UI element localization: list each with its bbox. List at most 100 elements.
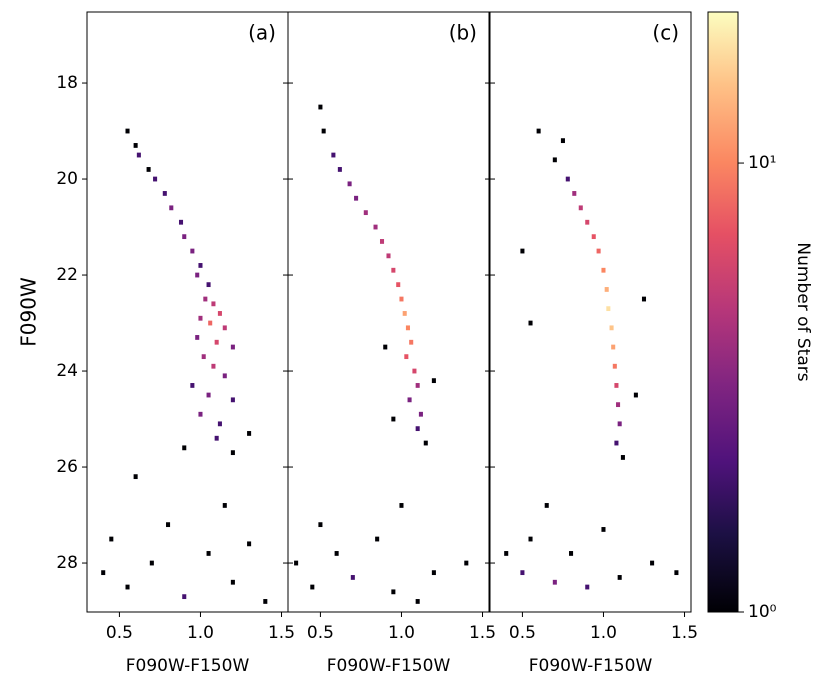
bin [190,383,195,388]
bin [405,325,410,331]
bin [169,205,174,211]
bin [318,522,323,528]
bin [182,445,187,451]
bin [415,599,420,604]
bin [391,416,396,422]
bin [609,325,614,331]
bin [214,435,219,441]
bin [214,339,219,345]
bin [612,363,617,369]
bin [386,253,391,259]
bin [423,440,428,446]
bin [616,402,621,408]
bin [614,440,619,446]
bin [409,339,414,345]
bin [396,282,401,288]
bin [230,344,235,350]
bin [190,248,195,254]
bin [431,378,436,384]
bin [620,455,625,460]
bin [601,527,606,532]
bin [321,128,326,134]
bin [337,167,342,172]
bin [347,181,352,187]
bin [182,594,187,600]
bin [399,503,404,508]
bin [195,335,200,340]
x-tick-label: 0.5 [106,623,133,643]
bin [614,383,619,388]
bin [418,411,423,417]
bin [222,373,227,379]
bin [601,267,606,273]
bin [208,320,213,326]
colorbar-tick-label: 10⁰ [748,602,777,622]
bin [674,570,679,576]
x-tick-label: 0.5 [509,623,536,643]
bin [560,138,565,144]
bin [552,157,557,163]
bin [572,191,577,196]
x-tick-label: 1.5 [268,623,295,643]
bin [230,450,235,456]
x-tick-label: 1.0 [187,623,214,643]
bin [569,551,574,556]
bin [375,536,380,542]
bin [211,301,216,307]
bin [504,551,509,556]
bin [415,383,420,388]
bin [650,560,655,566]
bin [520,248,525,254]
bin [182,234,187,240]
bin [247,541,252,547]
y-tick-label: 22 [56,265,78,285]
bin [206,282,211,288]
bin [596,248,601,254]
bin [263,599,268,604]
bin [206,551,211,556]
bin [354,195,359,201]
bin [402,311,407,316]
colorbar-label: Number of Stars [793,242,813,381]
bin [230,397,235,403]
colorbar [707,11,739,613]
bin [211,363,216,369]
panel-frame [287,11,490,613]
bin [565,176,570,182]
bin [585,584,590,590]
bin [585,219,590,225]
bin [203,296,208,302]
x-tick-label: 1.0 [590,623,617,643]
bin [363,210,368,216]
bin [195,272,200,278]
bin [166,522,171,528]
panel-frame [489,11,692,613]
bin [198,263,203,268]
bin [383,344,388,350]
bin [318,104,323,110]
bin [617,575,622,580]
bin [331,152,336,158]
bin [391,267,396,273]
x-tick-label: 1.0 [388,623,415,643]
bin [206,392,211,398]
bin [350,575,355,580]
panel-label: (b) [449,21,477,45]
bin [520,570,525,576]
bin [407,397,412,403]
bin [617,421,622,427]
bin [373,224,378,230]
bin [198,411,203,417]
bin [606,306,611,312]
bin [604,287,609,292]
bin [198,315,203,321]
bin [201,354,206,360]
bin [310,584,315,590]
y-axis-label: F090W [17,277,41,347]
x-tick-label: 0.5 [307,623,334,643]
bin [222,503,227,508]
x-axis-label: F090W-F150W [529,656,653,676]
bin [464,560,469,566]
bin [641,296,647,302]
bin [578,205,583,211]
